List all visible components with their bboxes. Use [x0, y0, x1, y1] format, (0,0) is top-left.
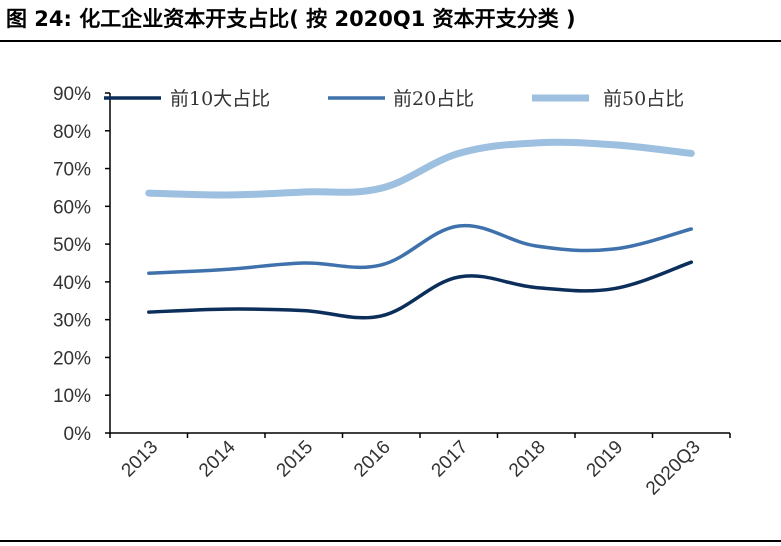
x-tick-label: 2013	[118, 437, 163, 482]
x-tick-label: 2015	[273, 437, 318, 482]
series-line-top50	[145, 138, 695, 199]
x-tick-label: 2014	[195, 436, 240, 481]
x-axis-ticks: 2013 2014 2015 2016 2017 2018 2019 2020Q3	[109, 433, 731, 500]
x-tick-label: 2018	[505, 437, 550, 482]
y-tick-label: 70%	[53, 160, 91, 181]
legend-label-top50: 前50占比	[603, 88, 684, 110]
y-tick-label: 0%	[64, 424, 92, 445]
y-tick-label: 40%	[53, 273, 91, 294]
series-line-top20	[147, 223, 694, 275]
x-tick-label: 2017	[428, 437, 473, 482]
chart-title: 图 24: 化工企业资本开支占比( 按 2020Q1 资本开支分类 )	[6, 7, 576, 31]
bottom-rule	[0, 540, 781, 542]
x-tick-label: 2019	[583, 437, 628, 482]
y-tick-label: 30%	[53, 311, 91, 332]
legend: 前10大占比 前20占比 前50占比	[104, 88, 684, 110]
series-line-top10	[147, 260, 694, 320]
legend-label-top10: 前10大占比	[170, 88, 270, 110]
legend-label-top20: 前20占比	[393, 88, 474, 110]
y-axis-ticks: 0% 10% 20% 30% 40% 50% 60% 70% 80% 90%	[53, 84, 110, 445]
x-tick-label: 2020Q3	[642, 437, 705, 500]
y-tick-label: 20%	[53, 348, 91, 369]
series-lines	[145, 138, 695, 320]
y-tick-label: 50%	[53, 235, 91, 256]
title-rule	[0, 40, 781, 42]
x-tick-label: 2016	[350, 437, 395, 482]
y-tick-label: 60%	[53, 197, 91, 218]
y-tick-label: 10%	[53, 386, 91, 407]
y-tick-label: 80%	[53, 122, 91, 143]
y-tick-label: 90%	[53, 84, 91, 105]
